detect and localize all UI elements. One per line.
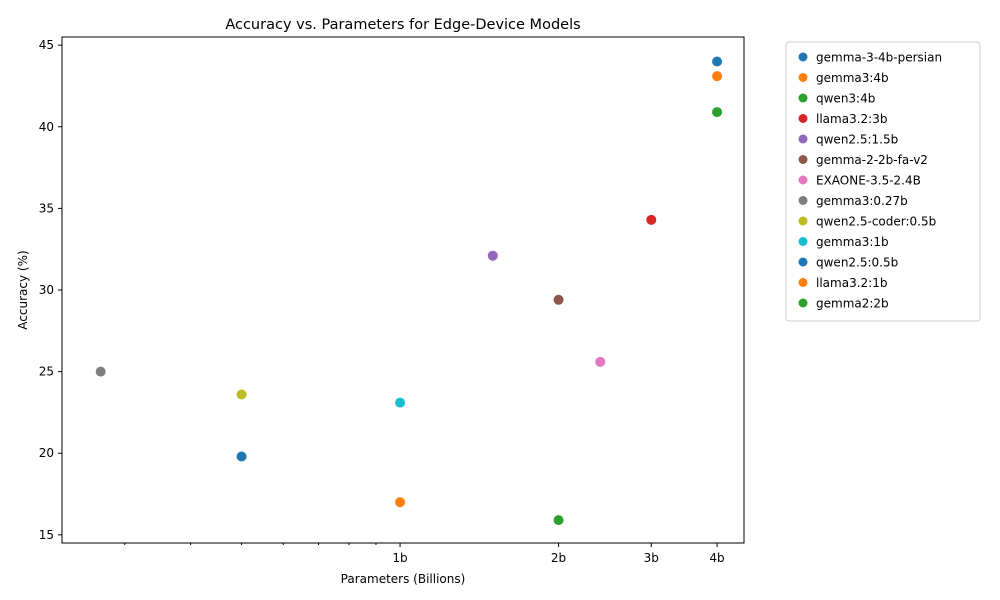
x-axis-title: Parameters (Billions) xyxy=(341,572,466,586)
data-point xyxy=(712,56,723,67)
data-point xyxy=(595,356,606,367)
x-axis: 1b 2b 3b 4b xyxy=(124,543,725,565)
legend-label: gemma2:2b xyxy=(816,297,889,311)
legend-marker xyxy=(798,175,808,185)
data-point xyxy=(236,389,247,400)
y-tick-label: 40 xyxy=(39,120,54,134)
legend-label: qwen2.5:1.5b xyxy=(816,133,898,147)
legend-marker xyxy=(798,216,808,226)
data-point xyxy=(395,497,406,508)
x-tick-label: 4b xyxy=(709,551,724,565)
legend-label: qwen2.5:0.5b xyxy=(816,256,898,270)
legend-label: gemma3:1b xyxy=(816,235,889,249)
data-point xyxy=(553,515,564,526)
y-axis: 15 20 25 30 35 40 45 xyxy=(39,38,62,542)
legend-label: gemma3:4b xyxy=(816,71,889,85)
legend-marker xyxy=(798,237,808,246)
legend-marker xyxy=(798,155,808,164)
data-point xyxy=(95,366,106,377)
x-tick-label: 3b xyxy=(644,551,659,565)
data-point xyxy=(712,107,723,118)
legend-marker xyxy=(798,257,808,267)
legend-marker xyxy=(798,114,808,123)
y-tick-label: 20 xyxy=(39,446,54,460)
y-tick-label: 15 xyxy=(39,528,54,542)
legend-marker xyxy=(798,298,808,308)
x-tick-label: 1b xyxy=(392,551,407,565)
legend-marker xyxy=(798,93,808,103)
legend-marker xyxy=(798,134,808,144)
data-point xyxy=(236,451,247,462)
data-point xyxy=(395,397,406,408)
legend-label: llama3.2:3b xyxy=(816,112,887,126)
legend-label: gemma-3-4b-persian xyxy=(816,51,942,65)
data-point xyxy=(646,214,657,225)
data-points xyxy=(95,56,723,526)
legend-label: qwen2.5-coder:0.5b xyxy=(816,215,936,229)
chart-title: Accuracy vs. Parameters for Edge-Device … xyxy=(225,17,580,33)
data-point xyxy=(553,294,564,305)
y-tick-label: 30 xyxy=(39,283,54,297)
legend-label: llama3.2:1b xyxy=(816,276,887,290)
plot-area xyxy=(61,36,745,544)
legend-label: EXAONE-3.5-2.4B xyxy=(816,174,921,188)
legend: gemma-3-4b-persian gemma3:4b qwen3:4b llama… xyxy=(785,41,981,322)
legend-label: gemma-2-2b-fa-v2 xyxy=(816,153,928,167)
y-tick-label: 25 xyxy=(39,365,54,379)
y-axis-title: Accuracy (%) xyxy=(16,250,30,329)
legend-frame xyxy=(785,41,981,322)
y-tick-label: 35 xyxy=(39,201,54,215)
legend-marker xyxy=(798,278,808,287)
data-point xyxy=(712,71,723,82)
x-tick-label: 2b xyxy=(551,551,566,565)
legend-marker xyxy=(798,196,808,205)
legend-label: gemma3:0.27b xyxy=(816,194,908,208)
legend-marker xyxy=(798,52,808,62)
y-tick-label: 45 xyxy=(39,38,54,52)
legend-marker xyxy=(798,73,808,82)
data-point xyxy=(487,250,498,261)
legend-label: qwen3:4b xyxy=(816,92,875,106)
